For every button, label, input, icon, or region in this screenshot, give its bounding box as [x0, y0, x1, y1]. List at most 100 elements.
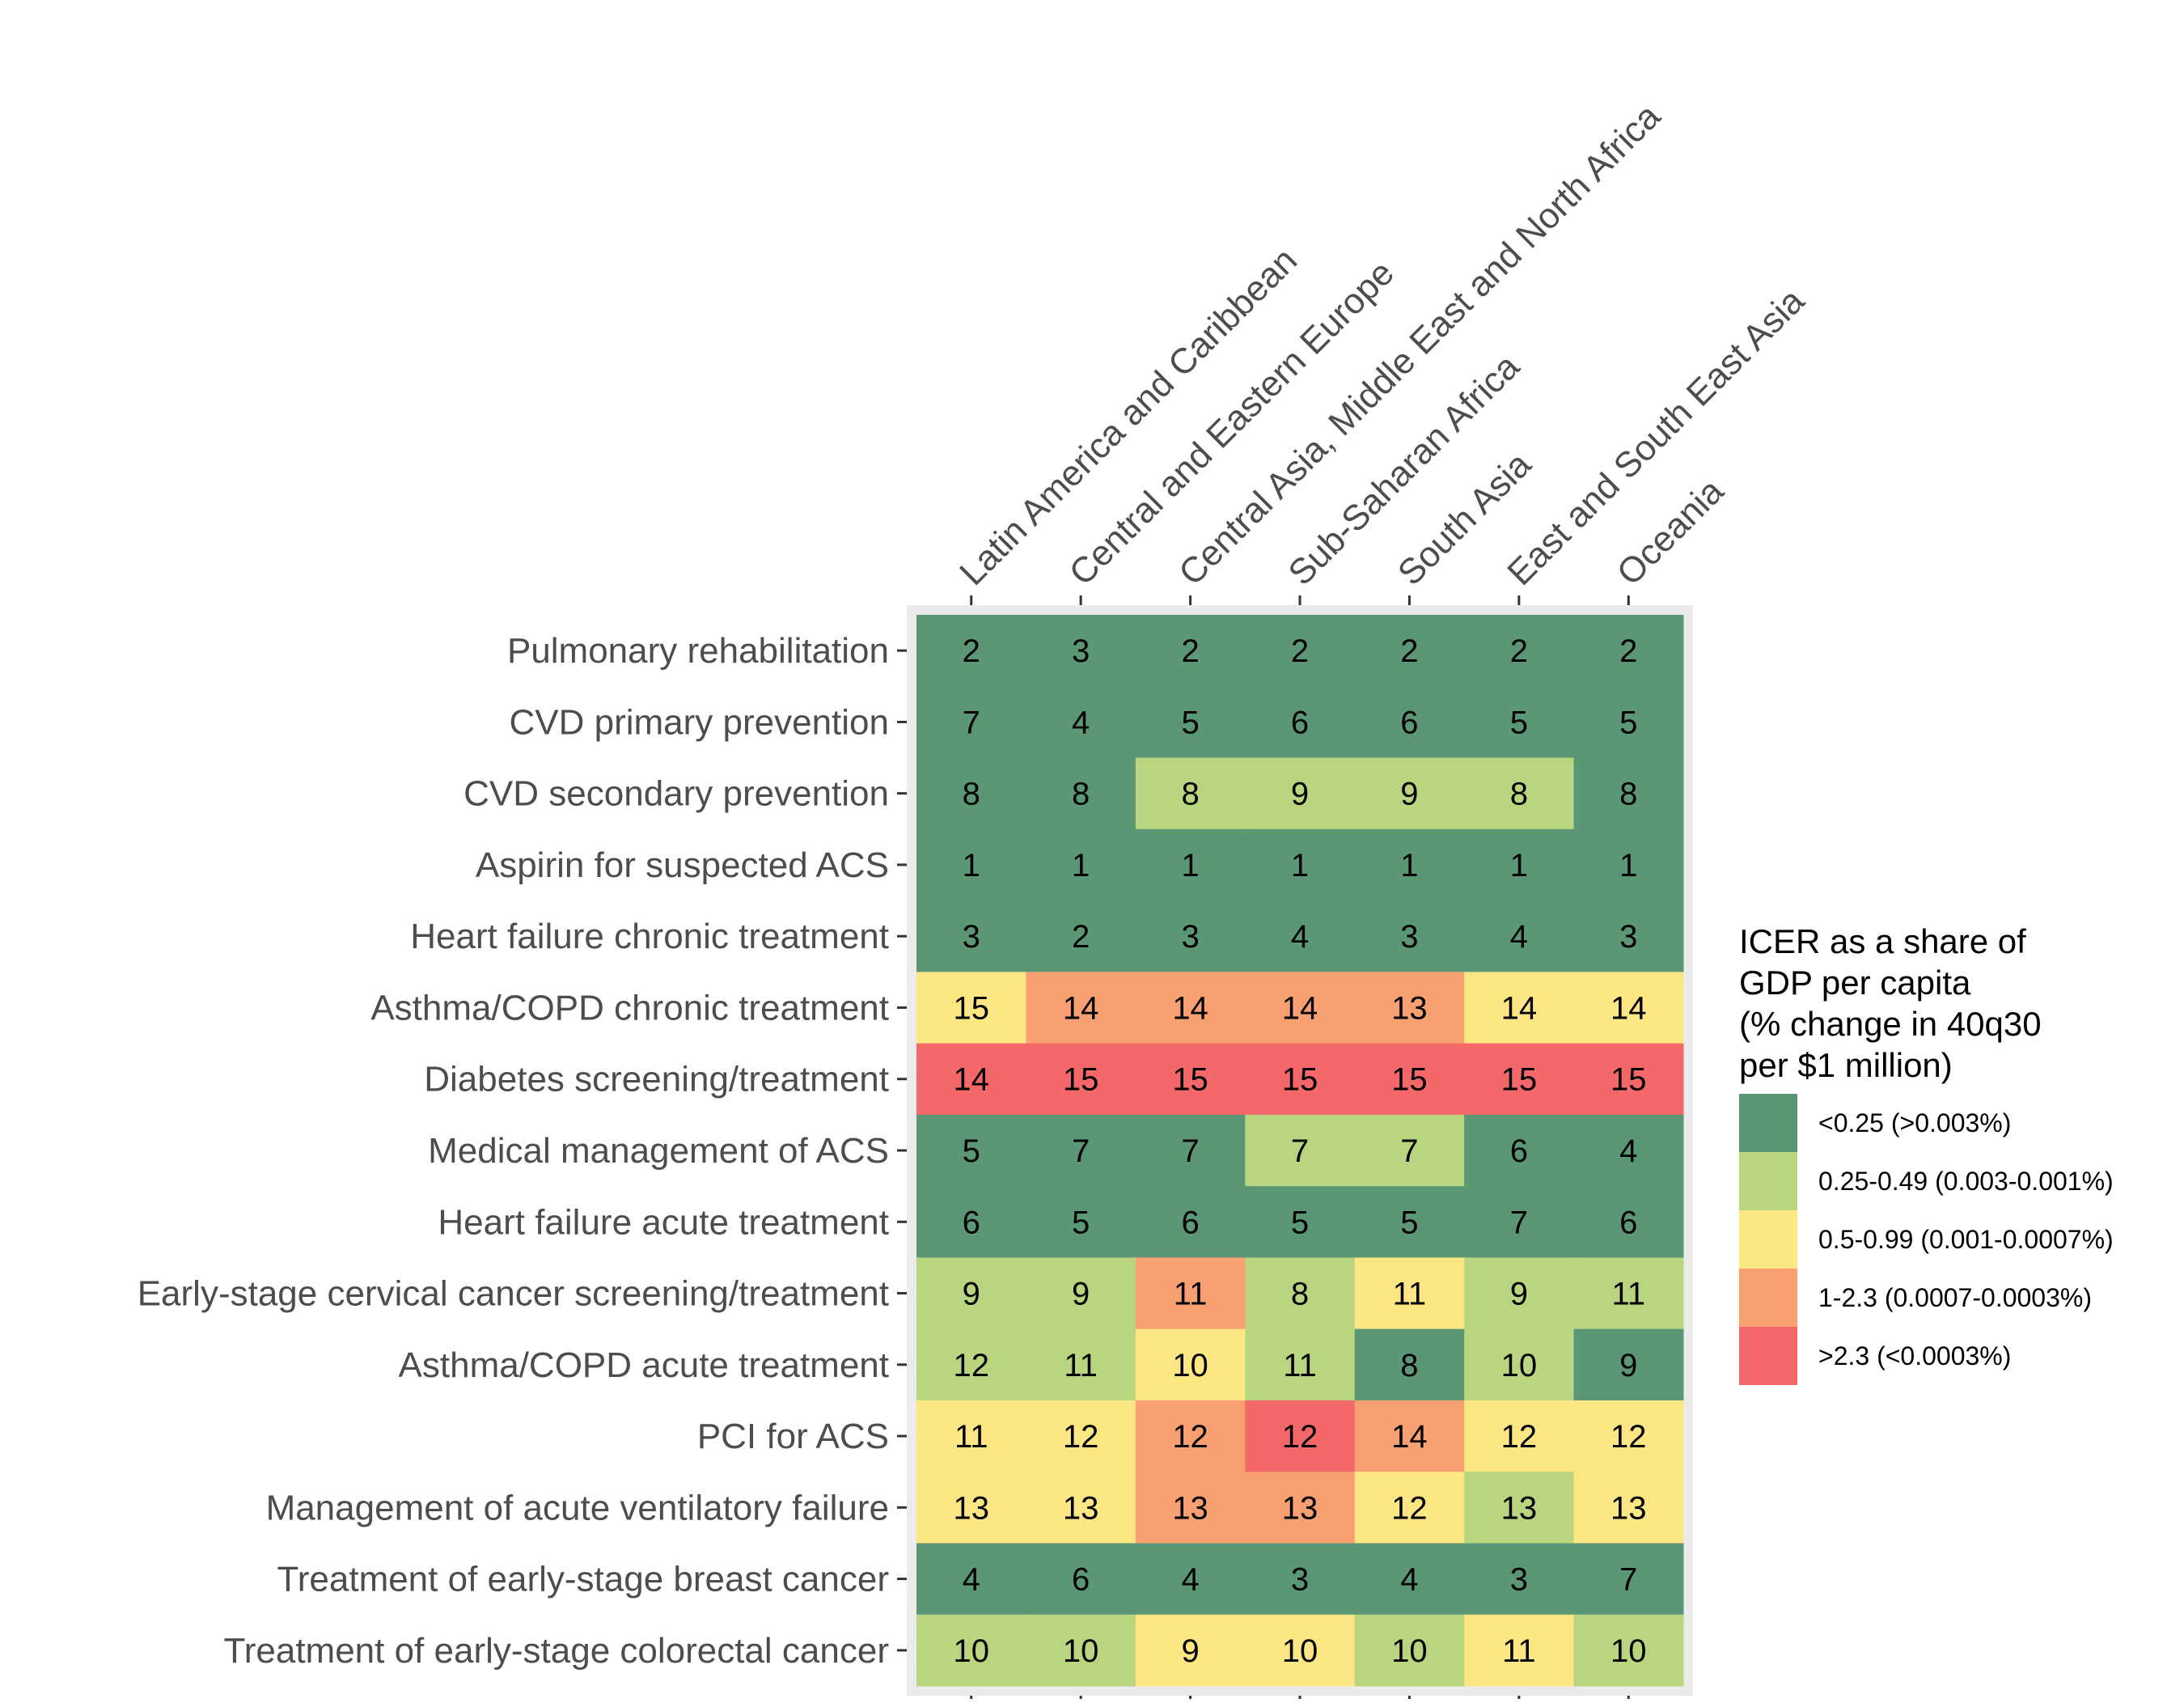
cell-value: 6 — [1510, 1133, 1528, 1169]
heatmap-cell — [1026, 1614, 1136, 1687]
heatmap-cell — [1245, 972, 1356, 1044]
heatmap-cell — [1026, 615, 1136, 687]
heatmap-cell — [1245, 757, 1356, 830]
cell-value: 15 — [953, 990, 989, 1026]
heatmap-cell — [1354, 1114, 1465, 1187]
cell-values: 2 3 2 2 2 2 27 4 5 6 6 5 58 8 8 9 9 8 81 1 1 1 1 1 13 2 3 4 3 4 315 14 1… — [953, 633, 1646, 1669]
cell-value: 12 — [1282, 1419, 1318, 1455]
heatmap-cell — [1245, 615, 1356, 687]
heatmap-cell — [1573, 1614, 1684, 1687]
cell-value: 6 — [1181, 1205, 1199, 1240]
cell-value: 2 — [963, 633, 980, 669]
heatmap-cell — [1354, 1543, 1465, 1616]
heatmap-cell — [1464, 1114, 1575, 1187]
heatmap-cell — [1135, 1543, 1246, 1616]
heatmap-cell — [1135, 1614, 1246, 1687]
heatmap-cell — [1026, 1472, 1136, 1544]
cell-value: 7 — [1291, 1133, 1309, 1169]
cell-value: 8 — [1400, 1348, 1418, 1383]
heatmap-cell — [1573, 1472, 1684, 1544]
heatmap-cell — [1573, 1043, 1684, 1116]
heatmap-cell — [916, 900, 1026, 972]
heatmap-cell — [1026, 1400, 1136, 1472]
cell-value: 1 — [963, 848, 980, 883]
heatmap-cell — [1354, 1400, 1465, 1472]
heatmap-cell — [1464, 1614, 1575, 1687]
row-labels: Pulmonary rehabilitation CVD primary prev… — [138, 631, 907, 1671]
heatmap-cell — [1573, 1543, 1684, 1616]
cell-value: 8 — [1181, 777, 1199, 812]
cell-value: 14 — [1501, 990, 1538, 1026]
cell-value: 12 — [1501, 1419, 1538, 1455]
heatmap-cell — [1573, 1400, 1684, 1472]
row-label: Heart failure chronic treatment — [410, 917, 889, 956]
cell-value: 15 — [1063, 1062, 1099, 1098]
cell-value: 2 — [1291, 633, 1309, 669]
legend-title-line: GDP per capita — [1739, 964, 1971, 1002]
cell-value: 15 — [1391, 1062, 1428, 1098]
heatmap-cell — [1354, 615, 1465, 687]
cell-value: 9 — [1072, 1277, 1090, 1312]
cell-value: 10 — [1063, 1633, 1099, 1669]
cell-value: 11 — [954, 1419, 988, 1455]
legend-label: 1-2.3 (0.0007-0.0003%) — [1818, 1283, 2092, 1312]
cell-value: 7 — [1072, 1133, 1090, 1169]
heatmap-cell — [1135, 1186, 1246, 1258]
heatmap-cell — [1573, 757, 1684, 830]
cell-value: 15 — [1610, 1062, 1647, 1098]
cell-value: 5 — [1291, 1205, 1309, 1240]
cell-value: 11 — [1612, 1277, 1646, 1312]
cell-value: 10 — [1391, 1633, 1428, 1669]
heatmap-cell — [1464, 972, 1575, 1044]
cell-value: 1 — [1291, 848, 1309, 883]
cell-value: 7 — [1400, 1133, 1418, 1169]
cell-value: 4 — [1510, 919, 1528, 955]
legend-label: >2.3 (<0.0003%) — [1818, 1341, 2011, 1370]
cell-value: 12 — [1391, 1490, 1428, 1526]
cell-value: 14 — [1391, 1419, 1428, 1455]
heatmap-cell — [1573, 615, 1684, 687]
heatmap-cell — [1026, 1186, 1136, 1258]
cell-value: 7 — [963, 705, 980, 740]
cell-value: 15 — [1282, 1062, 1318, 1098]
cell-value: 1 — [1400, 848, 1418, 883]
heatmap-cell — [1354, 972, 1465, 1044]
heatmap-cell — [1135, 1400, 1246, 1472]
cell-value: 1 — [1072, 848, 1090, 883]
heatmap-cell — [1135, 615, 1246, 687]
cell-value: 14 — [1282, 990, 1318, 1026]
heatmap-cell — [1245, 1257, 1356, 1330]
heatmap-cell — [1026, 900, 1136, 972]
cell-value: 6 — [963, 1205, 980, 1240]
row-label: Treatment of early-stage colorectal canc… — [223, 1631, 889, 1671]
cell-value: 12 — [1063, 1419, 1099, 1455]
cell-value: 7 — [1619, 1562, 1637, 1598]
row-label: Aspirin for suspected ACS — [476, 845, 889, 885]
heatmap-cell — [1026, 686, 1136, 759]
heatmap-cell — [1464, 1186, 1575, 1258]
heatmap-cell — [1245, 1614, 1356, 1687]
heatmap-cell — [1464, 1257, 1575, 1330]
heatmap-cell — [1245, 828, 1356, 901]
cell-value: 5 — [1072, 1205, 1090, 1240]
cell-value: 6 — [1072, 1562, 1090, 1598]
cell-value: 4 — [1072, 705, 1090, 740]
cell-value: 8 — [1619, 777, 1637, 812]
heatmap-cell — [1026, 1328, 1136, 1401]
cell-value: 13 — [1391, 990, 1428, 1026]
heatmap-cell — [1135, 757, 1246, 830]
heatmap-cell — [1026, 828, 1136, 901]
heatmap-cell — [1245, 1328, 1356, 1401]
heatmap-cell — [1354, 1186, 1465, 1258]
cell-value: 14 — [1172, 990, 1208, 1026]
cell-value: 10 — [1501, 1348, 1538, 1383]
cell-value: 9 — [963, 1277, 980, 1312]
heatmap-cell — [1464, 828, 1575, 901]
heatmap-cell — [1354, 686, 1465, 759]
heatmap-cell — [916, 1186, 1026, 1258]
cell-value: 13 — [1501, 1490, 1538, 1526]
heatmap-cell — [1354, 1043, 1465, 1116]
heatmap-cell — [916, 1543, 1026, 1616]
cell-value: 11 — [1502, 1633, 1536, 1669]
